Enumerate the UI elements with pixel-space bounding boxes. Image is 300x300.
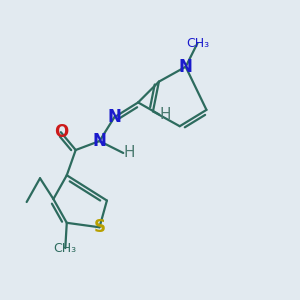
Text: N: N xyxy=(179,58,193,76)
Text: N: N xyxy=(107,108,121,126)
Text: S: S xyxy=(94,218,106,236)
Text: H: H xyxy=(123,146,135,160)
Text: O: O xyxy=(54,123,68,141)
Text: H: H xyxy=(159,107,171,122)
Text: N: N xyxy=(92,132,106,150)
Text: CH₃: CH₃ xyxy=(186,37,209,50)
Text: CH₃: CH₃ xyxy=(54,242,77,255)
